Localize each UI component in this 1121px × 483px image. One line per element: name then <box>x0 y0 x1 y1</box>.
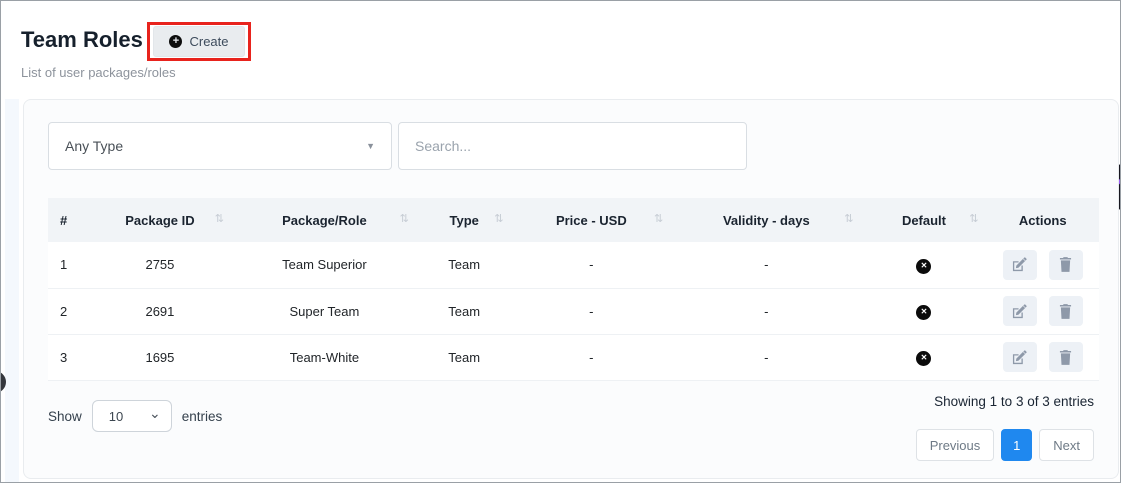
times-circle-icon: ✕ <box>916 350 932 366</box>
edit-icon <box>1012 349 1028 365</box>
cell-default: ✕ <box>861 334 987 381</box>
cell-validity: - <box>671 334 862 381</box>
cell-actions <box>986 242 1099 289</box>
table-row: 1 2755 Team Superior Team - - ✕ <box>48 242 1099 289</box>
roles-table: # Package ID ⇅ Package/Role ⇅ Type ⇅ <box>48 198 1099 381</box>
column-header-actions: Actions <box>986 198 1099 242</box>
cell-index: 1 <box>48 242 88 289</box>
cell-package-role: Team-White <box>231 334 417 381</box>
cell-validity: - <box>671 242 862 289</box>
times-circle-icon: ✕ <box>916 258 932 274</box>
current-page-button[interactable]: 1 <box>1001 429 1033 461</box>
column-header-type[interactable]: Type ⇅ <box>416 198 512 242</box>
column-label: Type <box>449 212 479 228</box>
edit-button[interactable] <box>1002 296 1037 326</box>
delete-button[interactable] <box>1048 296 1083 326</box>
edit-icon <box>1012 303 1028 319</box>
page-subtitle: List of user packages/roles <box>21 65 176 80</box>
next-page-button[interactable]: Next <box>1039 429 1094 461</box>
sort-icon[interactable]: ⇅ <box>214 213 224 225</box>
edit-button[interactable] <box>1002 249 1037 280</box>
column-label: # <box>60 212 68 228</box>
cell-type: Team <box>416 288 512 335</box>
cell-default: ✕ <box>861 242 987 289</box>
cell-validity: - <box>671 288 862 335</box>
cell-package-id: 2691 <box>87 288 232 335</box>
column-header-package-id[interactable]: Package ID ⇅ <box>87 198 232 242</box>
plus-circle-icon: + <box>169 35 183 48</box>
cell-package-role: Team Superior <box>231 242 417 289</box>
cell-package-role: Super Team <box>231 288 417 335</box>
table-header-row: # Package ID ⇅ Package/Role ⇅ Type ⇅ <box>48 198 1099 242</box>
caret-down-icon: ▼ <box>366 141 375 151</box>
page-title: Team Roles <box>21 27 143 52</box>
left-edge-strip <box>5 99 19 482</box>
column-label: Package/Role <box>282 212 367 228</box>
sort-icon[interactable]: ⇅ <box>494 213 504 225</box>
cell-actions <box>986 288 1099 335</box>
create-button[interactable]: + Create <box>153 26 245 57</box>
show-label: Show <box>48 408 82 424</box>
sort-icon[interactable]: ⇅ <box>399 213 409 225</box>
cell-type: Team <box>416 242 512 289</box>
chevron-down-icon: ⌄ <box>149 404 161 421</box>
delete-button[interactable] <box>1048 342 1083 372</box>
column-header-index: # <box>48 198 88 242</box>
column-header-validity[interactable]: Validity - days ⇅ <box>671 198 862 242</box>
create-button-label: Create <box>189 34 229 49</box>
column-header-price[interactable]: Price - USD ⇅ <box>511 198 672 242</box>
column-header-package-role[interactable]: Package/Role ⇅ <box>231 198 417 242</box>
edit-icon <box>1012 257 1028 272</box>
trash-icon <box>1059 303 1072 319</box>
type-filter-value: Any Type <box>65 138 124 154</box>
times-circle-icon: ✕ <box>916 304 932 320</box>
page-size-control: Show 10 ⌄ entries <box>48 400 222 432</box>
column-label: Actions <box>1018 212 1067 228</box>
cell-default: ✕ <box>861 288 987 335</box>
annotation-highlight-box: + Create <box>147 22 251 61</box>
cell-price: - <box>511 288 672 335</box>
sort-icon[interactable]: ⇅ <box>844 213 854 225</box>
cell-price: - <box>511 242 672 289</box>
delete-button[interactable] <box>1048 249 1083 280</box>
entries-per-page-value: 10 <box>108 408 124 424</box>
column-label: Package ID <box>125 212 195 228</box>
column-label: Validity - days <box>722 212 810 228</box>
sort-icon[interactable]: ⇅ <box>969 213 979 225</box>
cell-package-id: 1695 <box>87 334 232 381</box>
table-row: 2 2691 Super Team Team - - ✕ <box>48 288 1099 335</box>
entries-label: entries <box>181 408 223 424</box>
column-header-default[interactable]: Default ⇅ <box>861 198 987 242</box>
cell-index: 3 <box>48 334 88 381</box>
pagination: Previous 1 Next <box>915 429 1094 461</box>
content-card: Any Type ▼ # Package ID ⇅ <box>23 99 1119 479</box>
column-label: Default <box>901 212 946 228</box>
trash-icon <box>1059 349 1072 365</box>
edit-button[interactable] <box>1002 342 1037 372</box>
column-label: Price - USD <box>555 212 627 228</box>
trash-icon <box>1059 257 1072 273</box>
entries-summary: Showing 1 to 3 of 3 entries <box>934 394 1094 409</box>
cell-index: 2 <box>48 288 88 335</box>
cell-package-id: 2755 <box>87 242 232 289</box>
left-edge-bubble[interactable] <box>1 371 6 393</box>
type-filter-select[interactable]: Any Type ▼ <box>48 122 392 170</box>
table-row: 3 1695 Team-White Team - - ✕ <box>48 334 1099 381</box>
entries-per-page-select[interactable]: 10 ⌄ <box>91 400 172 432</box>
cell-type: Team <box>416 334 512 381</box>
search-input[interactable] <box>398 122 747 170</box>
cell-price: - <box>511 334 672 381</box>
previous-page-button[interactable]: Previous <box>915 429 995 461</box>
sort-icon[interactable]: ⇅ <box>654 213 664 225</box>
cell-actions <box>986 334 1099 381</box>
